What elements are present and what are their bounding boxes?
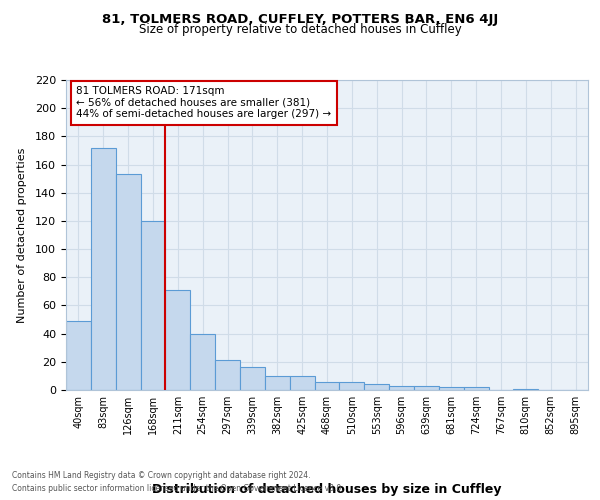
Text: 81 TOLMERS ROAD: 171sqm
← 56% of detached houses are smaller (381)
44% of semi-d: 81 TOLMERS ROAD: 171sqm ← 56% of detache…: [76, 86, 332, 120]
Bar: [91, 148, 116, 390]
Text: Contains public sector information licensed under the Open Government Licence v3: Contains public sector information licen…: [12, 484, 344, 493]
Bar: [364, 384, 389, 390]
Text: Contains HM Land Registry data © Crown copyright and database right 2024.: Contains HM Land Registry data © Crown c…: [12, 470, 311, 480]
Bar: [314, 382, 340, 390]
Bar: [439, 387, 464, 390]
Text: Size of property relative to detached houses in Cuffley: Size of property relative to detached ho…: [139, 22, 461, 36]
Text: 81, TOLMERS ROAD, CUFFLEY, POTTERS BAR, EN6 4JJ: 81, TOLMERS ROAD, CUFFLEY, POTTERS BAR, …: [102, 12, 498, 26]
Bar: [116, 174, 140, 390]
Y-axis label: Number of detached properties: Number of detached properties: [17, 148, 26, 322]
Bar: [340, 382, 364, 390]
Bar: [240, 368, 265, 390]
X-axis label: Distribution of detached houses by size in Cuffley: Distribution of detached houses by size …: [152, 483, 502, 496]
Bar: [290, 376, 314, 390]
Bar: [464, 387, 488, 390]
Bar: [140, 221, 166, 390]
Bar: [389, 386, 414, 390]
Bar: [190, 334, 215, 390]
Bar: [414, 386, 439, 390]
Bar: [215, 360, 240, 390]
Bar: [166, 290, 190, 390]
Bar: [514, 388, 538, 390]
Bar: [265, 376, 290, 390]
Bar: [66, 321, 91, 390]
